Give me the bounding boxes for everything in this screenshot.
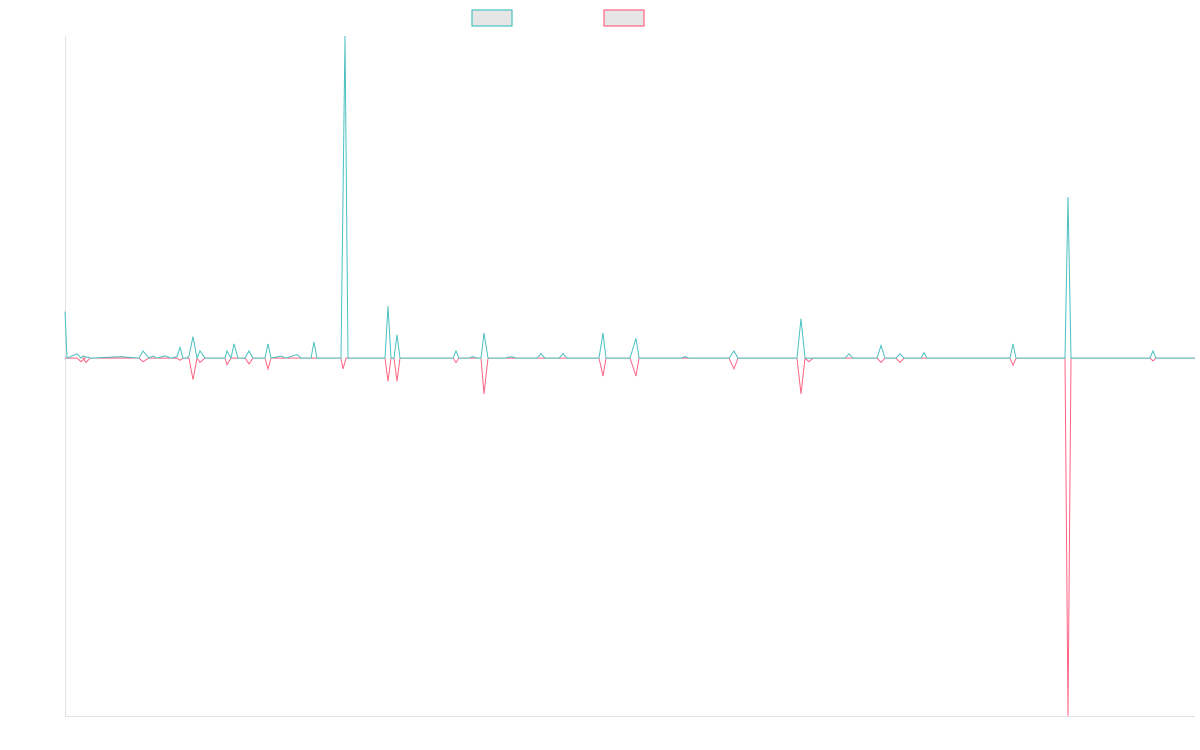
series-line-series-b [65,356,1195,717]
series-line-series-a [64,35,1195,360]
chart-axes [65,36,1195,717]
legend-swatch-series-a[interactable] [471,9,513,27]
chart-legend [471,9,645,27]
series-layer [64,35,1195,717]
legend-swatch-series-b[interactable] [603,9,645,27]
